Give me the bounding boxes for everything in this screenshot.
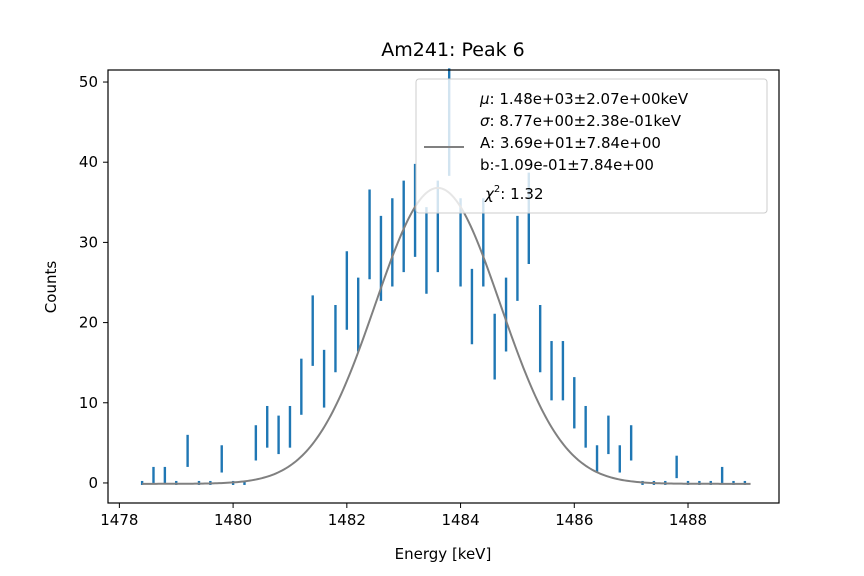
y-tick-label: 10 [79, 394, 98, 412]
y-tick-label: 0 [88, 474, 98, 492]
x-tick-label: 1480 [214, 511, 252, 529]
legend-chi-value: : 1.32 [500, 185, 543, 203]
legend-box [415, 78, 768, 214]
legend: μ: 1.48e+03±2.07e+00keV σ: 8.77e+00±2.38… [415, 78, 768, 214]
legend-entry-offset: b:-1.09e-01±7.84e+00 [480, 156, 654, 174]
legend-entry-mu: μ: 1.48e+03±2.07e+00keV [479, 90, 689, 108]
legend-mu-value: : 1.48e+03±2.07e+00keV [490, 90, 689, 108]
y-tick-label: 40 [79, 153, 98, 171]
x-axis-label: Energy [keV] [395, 545, 492, 563]
legend-sigma-symbol: σ [480, 112, 490, 130]
x-tick-label: 1486 [555, 511, 593, 529]
x-tick-label: 1482 [328, 511, 366, 529]
x-tick-label: 1484 [441, 511, 479, 529]
legend-entry-chi2: χ2: 1.32 [484, 184, 544, 203]
axes-frame [107, 69, 780, 504]
y-axis-label: Counts [42, 261, 60, 314]
x-tick-label: 1488 [669, 511, 707, 529]
y-tick-label: 30 [79, 233, 98, 251]
x-tick-label: 1478 [100, 511, 138, 529]
legend-entry-amplitude: A: 3.69e+01±7.84e+00 [480, 134, 661, 152]
legend-sigma-value: : 8.77e+00±2.38e-01keV [490, 112, 682, 130]
legend-chi-superscript: 2 [494, 184, 500, 195]
y-tick-label: 50 [79, 73, 98, 91]
legend-entry-sigma: σ: 8.77e+00±2.38e-01keV [480, 112, 682, 130]
axis-ticks: 1478 1480 1482 1484 1486 1488 0 10 20 30 40 50 [79, 73, 707, 529]
legend-mu-symbol: μ [479, 90, 490, 108]
chart-title: Am241: Peak 6 [381, 39, 524, 61]
y-tick-label: 20 [79, 314, 98, 332]
legend-chi-symbol: χ [484, 185, 495, 203]
